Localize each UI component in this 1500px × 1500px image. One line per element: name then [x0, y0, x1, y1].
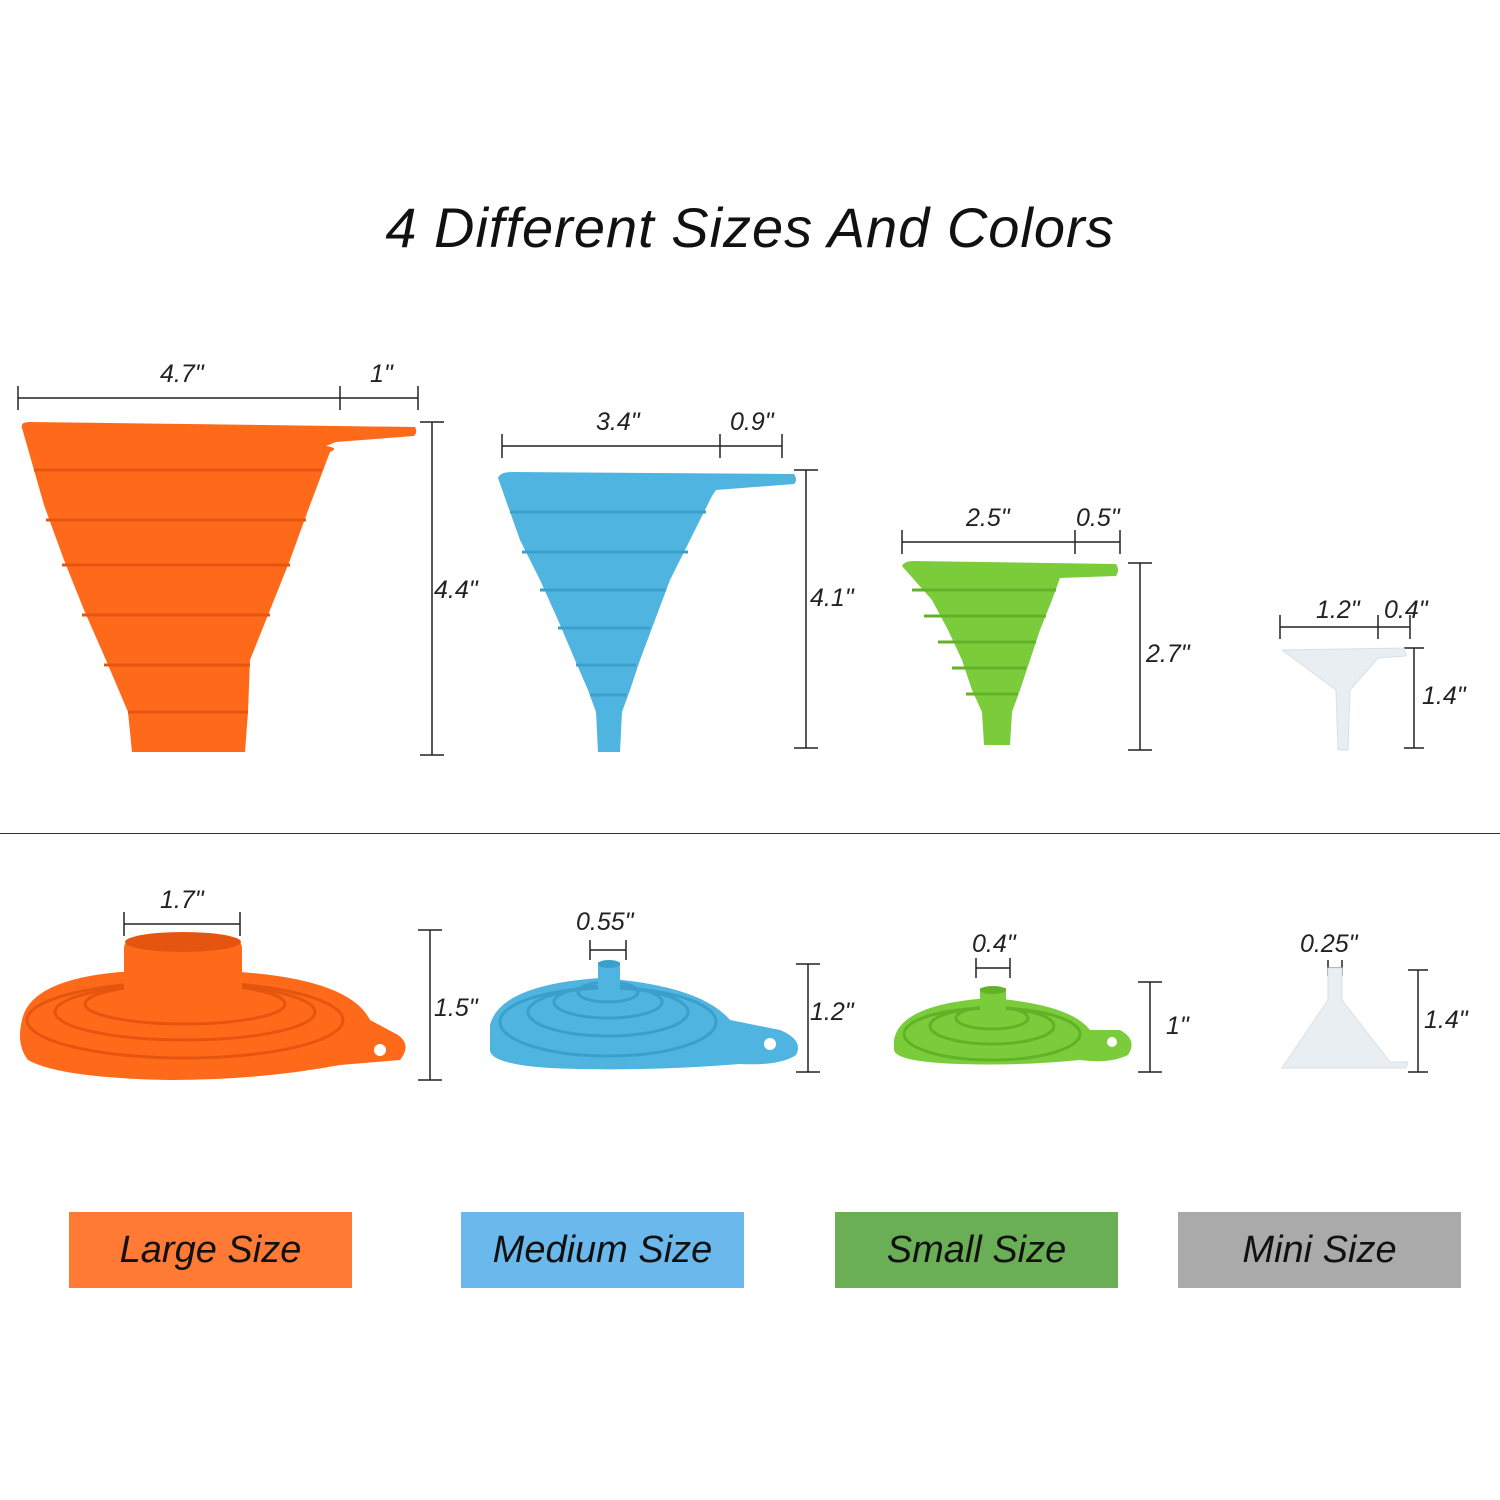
small-funnel-side-view [902, 561, 1118, 745]
large-height-label: 4.4" [434, 576, 478, 604]
mini-funnel-side-view [1280, 647, 1407, 751]
small-size-box: Small Size [835, 1212, 1118, 1288]
large-funnel-side-view [21, 422, 417, 752]
large-collapsed-height-label: 1.5" [434, 994, 478, 1022]
page-title: 4 Different Sizes And Colors [385, 196, 1115, 259]
large-spout-label: 1.7" [160, 886, 204, 914]
medium-size-label: Medium Size [492, 1228, 713, 1271]
medium-funnel-side-view [498, 472, 796, 752]
medium-funnel-collapsed-view [490, 960, 798, 1070]
small-funnel-collapsed-view [894, 986, 1132, 1065]
mini-handle-label: 0.4" [1384, 596, 1428, 624]
small-collapsed-height-label: 1" [1166, 1012, 1189, 1040]
small-size-label: Small Size [886, 1228, 1067, 1271]
medium-size-box: Medium Size [461, 1212, 744, 1288]
medium-handle-label: 0.9" [730, 408, 774, 436]
mini-funnel-collapsed-view [1281, 967, 1409, 1069]
medium-spout-label: 0.55" [576, 908, 634, 936]
mini-size-box: Mini Size [1178, 1212, 1461, 1288]
small-height-label: 2.7" [1146, 640, 1190, 668]
medium-collapsed-height-label: 1.2" [810, 998, 854, 1026]
mini-spout-label: 0.25" [1300, 930, 1358, 958]
small-width-label: 2.5" [966, 504, 1010, 532]
mini-collapsed-height-label: 1.4" [1424, 1006, 1468, 1034]
small-handle-label: 0.5" [1076, 504, 1120, 532]
large-size-label: Large Size [119, 1228, 302, 1271]
mini-height-label: 1.4" [1422, 682, 1466, 710]
large-handle-label: 1" [370, 360, 393, 388]
mini-size-label: Mini Size [1242, 1228, 1397, 1271]
small-spout-label: 0.4" [972, 930, 1016, 958]
section-divider [0, 833, 1500, 834]
dimension-lines [17, 386, 1428, 1081]
medium-height-label: 4.1" [810, 584, 854, 612]
large-size-box: Large Size [69, 1212, 352, 1288]
medium-width-label: 3.4" [596, 408, 640, 436]
large-width-label: 4.7" [160, 360, 204, 388]
mini-width-label: 1.2" [1316, 596, 1360, 624]
large-funnel-collapsed-view [20, 932, 406, 1080]
